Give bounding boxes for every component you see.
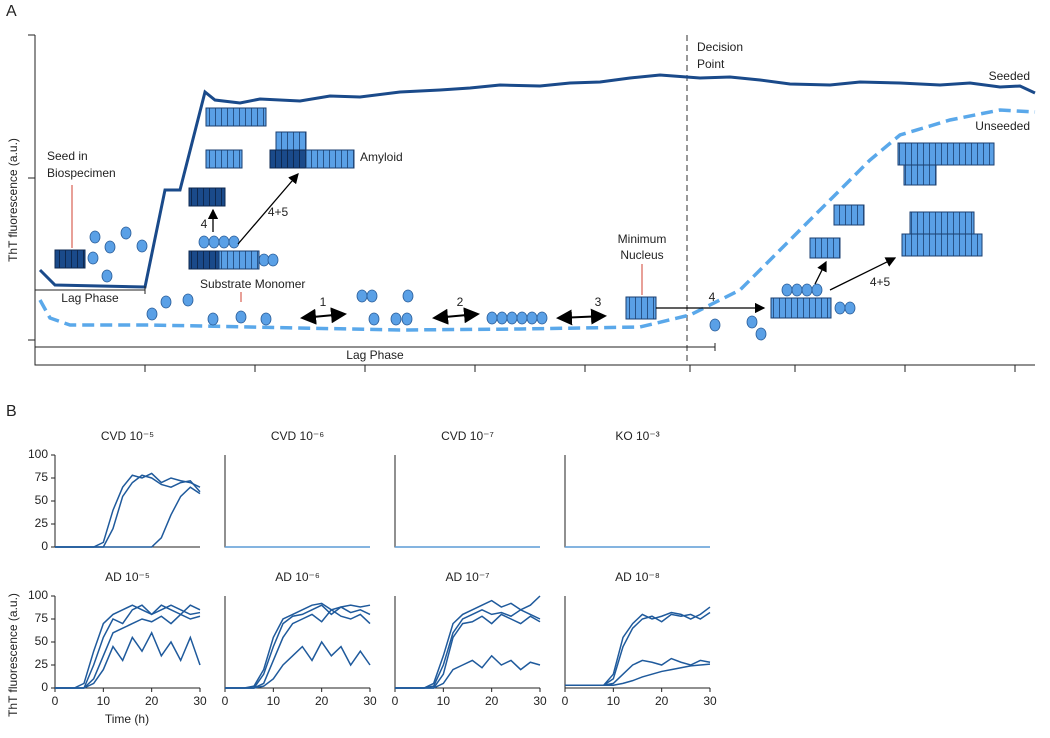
step-label: 1 xyxy=(320,295,327,309)
chart-title: CVD 10⁻⁷ xyxy=(441,429,494,443)
axes xyxy=(564,596,710,689)
x-tick-label: 20 xyxy=(145,694,159,708)
series-line xyxy=(55,474,201,548)
x-tick-label: 0 xyxy=(222,694,229,708)
y-tick-label: 0 xyxy=(41,539,48,553)
panel-label: B xyxy=(6,403,17,420)
chart-title: CVD 10⁻⁶ xyxy=(271,429,324,443)
nucleus-label: Nucleus xyxy=(620,248,663,262)
axes xyxy=(394,455,540,548)
series-line xyxy=(55,486,201,548)
chart-title: AD 10⁻⁸ xyxy=(615,570,660,584)
step-label: 3 xyxy=(595,295,602,309)
fibrils xyxy=(188,107,995,320)
chart-title: AD 10⁻⁵ xyxy=(105,570,150,584)
series-line xyxy=(395,613,541,689)
seeded-curve xyxy=(38,73,1036,289)
step-label: 4+5 xyxy=(870,275,891,289)
axes xyxy=(54,596,200,689)
seed-label: Seed in xyxy=(47,149,88,163)
y-label: ThT fluorescence (a.u.) xyxy=(6,593,20,717)
panel-a: A ThT fluorescence (a.u.) Seeded Unseede… xyxy=(6,3,1036,372)
series-line xyxy=(225,602,371,689)
y-tick-label: 100 xyxy=(28,447,48,461)
x-tick-label: 30 xyxy=(533,694,547,708)
y-tick-label: 50 xyxy=(35,493,49,507)
x-tick-label: 10 xyxy=(267,694,281,708)
x-tick-label: 20 xyxy=(485,694,499,708)
series-line xyxy=(55,631,201,689)
x-tick-label: 10 xyxy=(437,694,451,708)
chart-title: AD 10⁻⁶ xyxy=(275,570,320,584)
series-line xyxy=(55,604,201,689)
step-label: 4 xyxy=(709,290,716,304)
nucleus-label: Minimum xyxy=(618,232,667,246)
series-line xyxy=(395,654,541,689)
seeded-label: Seeded xyxy=(989,69,1030,83)
chart-title: CVD 10⁻⁵ xyxy=(101,429,154,443)
y-tick-label: 25 xyxy=(35,516,49,530)
y-tick-label: 75 xyxy=(35,611,49,625)
decision-label: Decision xyxy=(697,40,743,54)
axes xyxy=(394,596,540,689)
seed-label: Biospecimen xyxy=(47,166,116,180)
series-line xyxy=(395,608,541,689)
x-tick-label: 10 xyxy=(97,694,111,708)
x-tick-label: 20 xyxy=(315,694,329,708)
lag-label: Lag Phase xyxy=(346,348,404,362)
lag-label: Lag Phase xyxy=(61,291,119,305)
series-line xyxy=(565,611,711,686)
panel-label: A xyxy=(6,3,17,20)
series-line xyxy=(225,608,371,689)
series-line xyxy=(55,613,201,689)
x-tick-label: 0 xyxy=(562,694,569,708)
x-tick-label: 30 xyxy=(193,694,207,708)
x-tick-label: 0 xyxy=(392,694,399,708)
y-tick-label: 0 xyxy=(41,680,48,694)
y-label: ThT fluorescence (a.u.) xyxy=(6,138,20,262)
y-tick-label: 100 xyxy=(28,588,48,602)
lag-bracket xyxy=(34,286,146,294)
y-tick-label: 25 xyxy=(35,657,49,671)
monomer-label: Substrate Monomer xyxy=(200,277,305,291)
axes xyxy=(224,596,370,689)
monomers xyxy=(87,226,856,341)
chart-title: KO 10⁻³ xyxy=(615,429,659,443)
x-tick-label: 30 xyxy=(703,694,717,708)
series-line xyxy=(565,606,711,686)
axes xyxy=(564,455,710,548)
step-label: 4 xyxy=(201,217,208,231)
x-label: Time (h) xyxy=(105,712,149,726)
seed xyxy=(54,249,86,269)
step-label: 2 xyxy=(457,295,464,309)
unseeded-curve xyxy=(38,108,1036,332)
series-line xyxy=(565,657,711,686)
x-tick-label: 0 xyxy=(52,694,59,708)
arrows xyxy=(207,173,897,326)
series-line xyxy=(225,640,371,689)
x-tick-label: 20 xyxy=(655,694,669,708)
tick-marks xyxy=(28,34,1016,372)
x-tick-label: 30 xyxy=(363,694,377,708)
y-tick-label: 50 xyxy=(35,634,49,648)
unseeded-label: Unseeded xyxy=(975,119,1030,133)
step-label: 4+5 xyxy=(268,205,289,219)
y-tick-label: 75 xyxy=(35,470,49,484)
series-line xyxy=(395,595,541,689)
lag-bracket xyxy=(34,343,716,351)
decision-label: Point xyxy=(697,57,725,71)
series-line xyxy=(565,663,711,686)
amyloid-label: Amyloid xyxy=(360,150,403,164)
chart-title: AD 10⁻⁷ xyxy=(445,570,489,584)
axes xyxy=(34,35,1035,366)
x-tick-label: 10 xyxy=(607,694,621,708)
panel-b: B ThT fluorescence (a.u.) Time (h) CVD 1… xyxy=(6,403,717,726)
axes xyxy=(224,455,370,548)
